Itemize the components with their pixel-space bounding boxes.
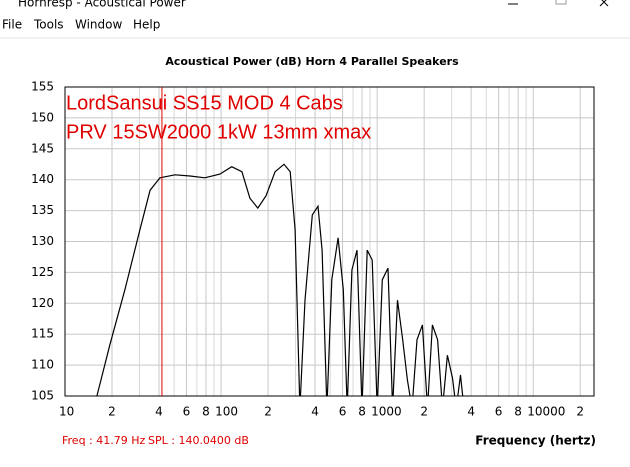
maximize[interactable]	[555, 0, 567, 5]
data-line	[96, 163, 464, 396]
x-tick-label: 100	[215, 405, 238, 419]
status-text: Freq : 41.79 Hz	[62, 434, 146, 447]
x-tick-label: 6	[495, 405, 503, 419]
x-tick-label: 4	[155, 405, 163, 419]
close[interactable]	[599, 0, 609, 7]
x-tick-label: 8	[514, 405, 522, 419]
x-tick-label: 2	[420, 405, 428, 419]
x-axis-label: Frequency (hertz)	[475, 434, 596, 448]
y-tick-label: 125	[31, 265, 54, 279]
y-tick-label: 155	[31, 80, 54, 94]
x-tick-label: 8	[202, 405, 210, 419]
menu-item[interactable]: Window	[75, 18, 123, 32]
menu-item[interactable]: Help	[133, 18, 160, 32]
x-tick-label: 4	[311, 405, 319, 419]
x-tick-label: 10	[59, 405, 74, 419]
x-tick-label: 2	[264, 405, 272, 419]
x-tick-label: 10000	[527, 405, 565, 419]
window-title: Hornresp - Acoustical Power	[18, 0, 186, 10]
annotation: LordSansui SS15 MOD 4 Cabs	[66, 92, 343, 114]
x-tick-label: 2	[108, 405, 116, 419]
x-tick-label: 2	[576, 405, 584, 419]
x-tick-label: 6	[339, 405, 347, 419]
y-tick-label: 140	[31, 172, 54, 186]
y-tick-label: 150	[31, 110, 54, 124]
y-tick-label: 105	[31, 389, 54, 403]
y-tick-label: 145	[31, 141, 54, 155]
menu-item[interactable]: Tools	[33, 18, 64, 32]
x-tick-label: 4	[467, 405, 475, 419]
y-tick-label: 135	[31, 203, 54, 217]
x-tick-label: 6	[183, 405, 191, 419]
title-bar	[0, 0, 630, 12]
chart-title: Acoustical Power (dB) Horn 4 Parallel Sp…	[165, 55, 459, 68]
y-tick-label: 115	[31, 327, 54, 341]
plot-frame	[64, 86, 595, 397]
annotation: PRV 15SW2000 1kW 13mm xmax	[66, 121, 371, 143]
y-tick-label: 130	[31, 234, 54, 248]
y-tick-label: 120	[31, 296, 54, 310]
x-tick-label: 8	[358, 405, 366, 419]
menu-item[interactable]: File	[2, 18, 22, 32]
status-text: SPL : 140.0400 dB	[148, 434, 249, 447]
x-tick-label: 1000	[371, 405, 402, 419]
y-tick-label: 110	[31, 358, 54, 372]
